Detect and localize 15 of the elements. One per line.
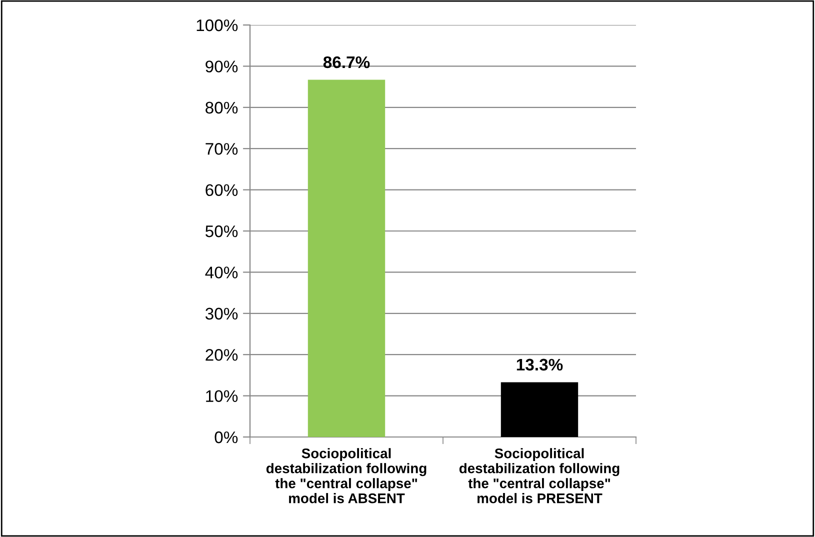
y-tick-label: 70% [206, 143, 238, 155]
x-tick-label: Sociopolitical destabilization following the "central collapse" model is PRESENT [459, 448, 620, 504]
y-tick-label: 20% [206, 349, 238, 361]
y-tick-label: 100% [196, 19, 238, 32]
y-tick-label: 90% [206, 60, 238, 72]
y-tick-label: 0% [214, 431, 238, 444]
y-tick-label: 40% [205, 266, 238, 278]
y-tick-label: 50% [206, 225, 238, 238]
y-tick-label: 60% [206, 184, 238, 196]
data-label: 13.3% [516, 358, 563, 371]
data-label: 86.7% [323, 56, 370, 68]
y-tick-label: 80% [206, 102, 238, 114]
y-tick-label: 10% [206, 390, 238, 402]
x-tick-label: Sociopolitical destabilization following the "central collapse" model is ABSENT [266, 448, 426, 504]
y-tick-label: 30% [205, 308, 238, 320]
